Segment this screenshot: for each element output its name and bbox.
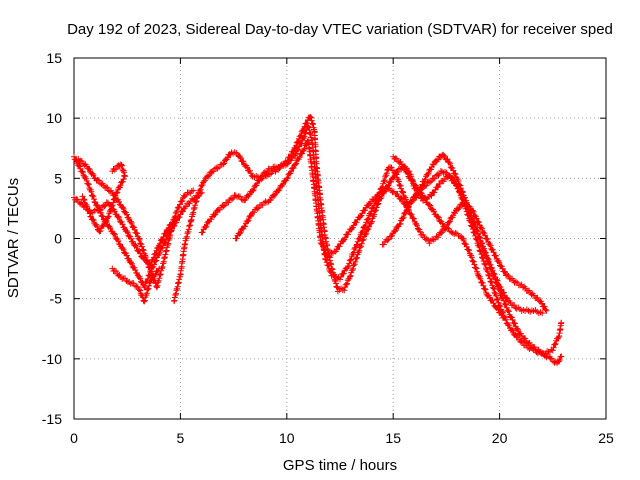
axis-ticks — [73, 57, 607, 420]
data-point-markers — [390, 153, 507, 321]
x-tick-labels: 0 5 10 15 20 25 — [70, 430, 614, 446]
y-tick-label: -15 — [42, 411, 62, 427]
x-tick-label: 10 — [279, 430, 295, 446]
x-tick-label: 5 — [177, 430, 185, 446]
data-points — [71, 113, 565, 367]
y-tick-labels: -15 -10 -5 0 5 10 15 — [42, 50, 62, 427]
data-point-markers — [379, 168, 565, 359]
chart-title: Day 192 of 2023, Sidereal Day-to-day VTE… — [67, 21, 613, 38]
y-tick-label: 10 — [46, 110, 62, 126]
y-tick-label: 5 — [54, 170, 62, 186]
data-series — [232, 137, 550, 314]
data-series — [390, 153, 507, 321]
x-axis-label: GPS time / hours — [283, 457, 397, 474]
x-tick-label: 0 — [70, 430, 78, 446]
data-point-markers — [79, 161, 129, 235]
data-point-markers — [232, 137, 550, 314]
data-series — [171, 113, 565, 367]
x-tick-label: 20 — [492, 430, 508, 446]
y-tick-label: 0 — [54, 231, 62, 247]
x-tick-label: 15 — [385, 430, 401, 446]
data-series — [109, 265, 163, 305]
data-series — [79, 161, 129, 235]
data-point-markers — [109, 265, 163, 305]
x-tick-label: 25 — [598, 430, 614, 446]
y-tick-label: -10 — [42, 351, 62, 367]
data-series — [379, 168, 565, 359]
y-tick-label: -5 — [50, 291, 63, 307]
y-tick-label: 15 — [46, 50, 62, 66]
y-axis-label: SDTVAR / TECUs — [5, 178, 22, 298]
grid-lines — [74, 58, 606, 419]
data-point-markers — [171, 113, 565, 367]
